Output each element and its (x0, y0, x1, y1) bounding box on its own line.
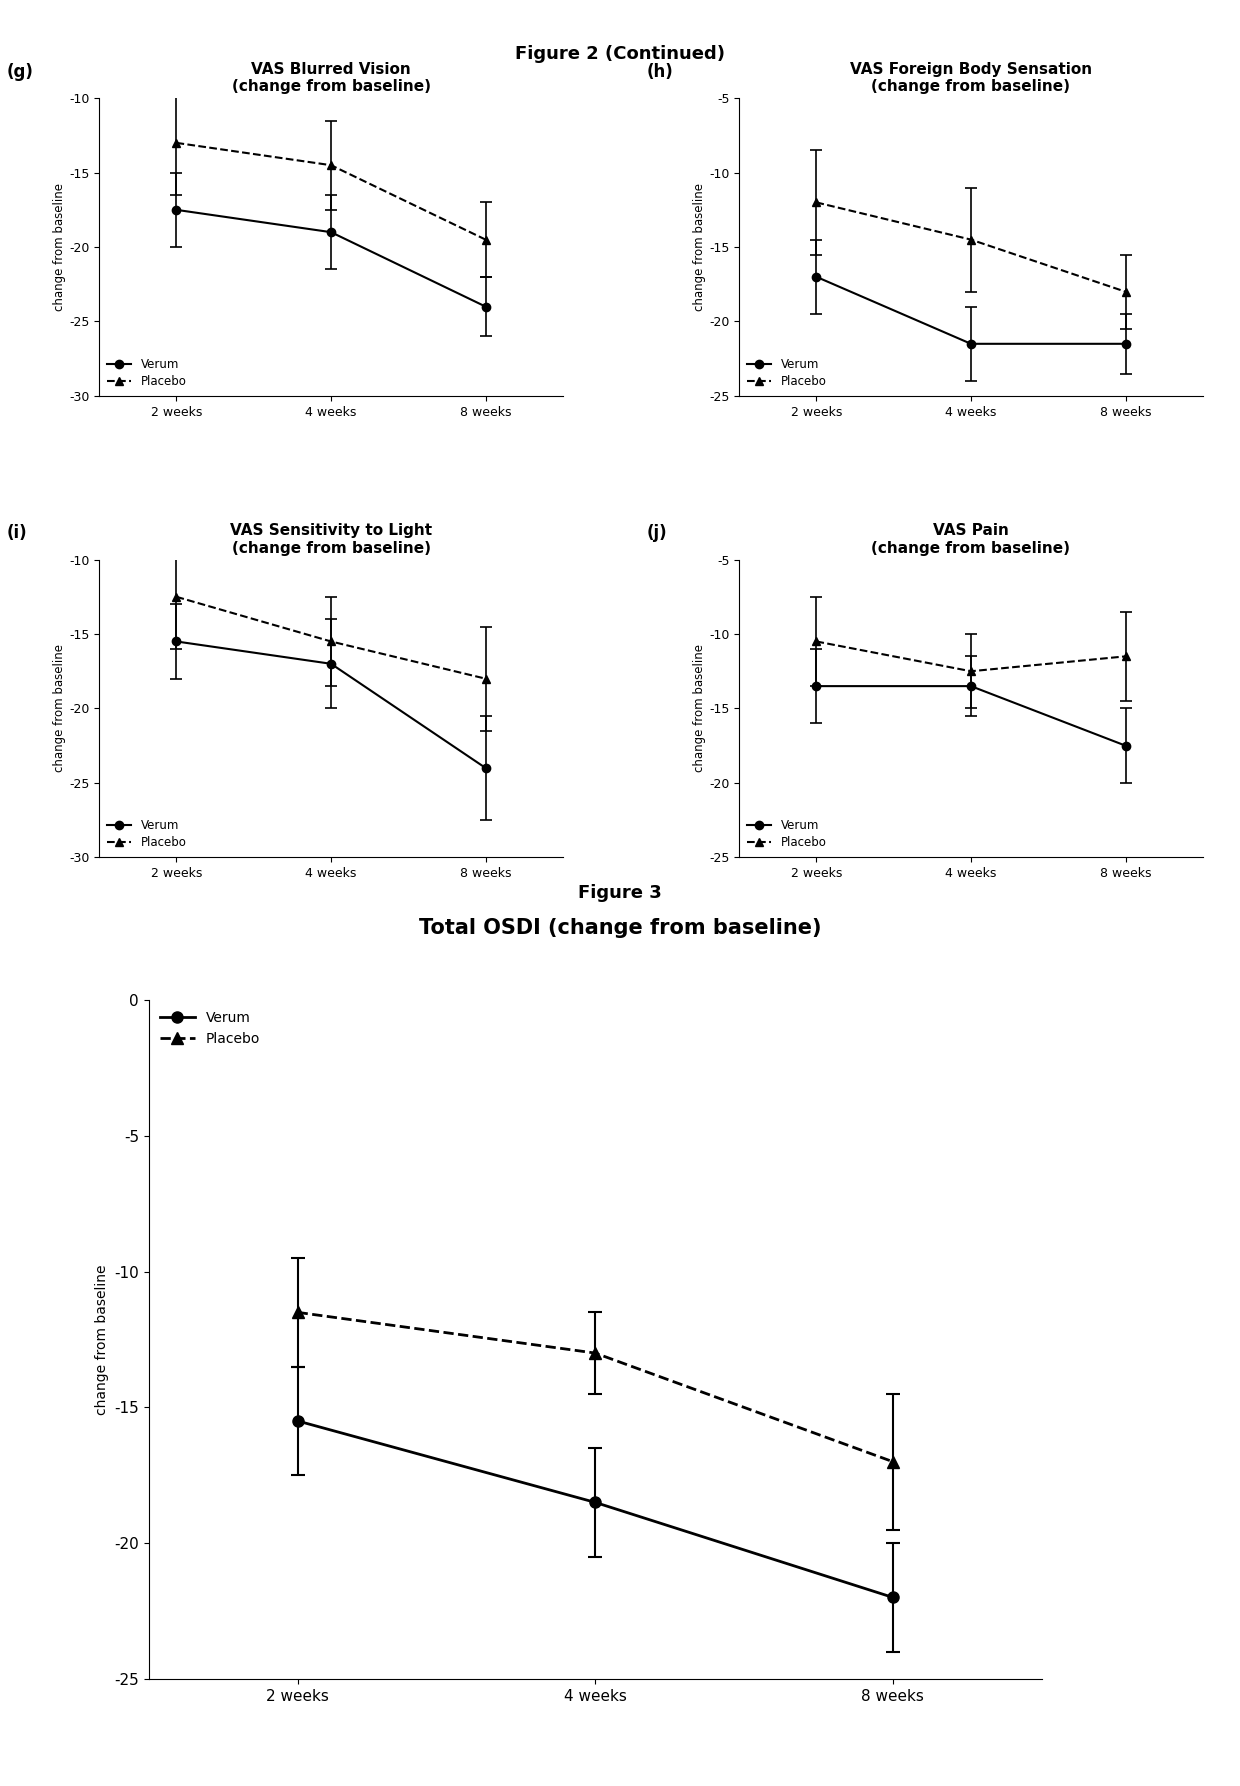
Text: (g): (g) (6, 63, 33, 80)
Y-axis label: change from baseline: change from baseline (693, 182, 707, 311)
Title: VAS Blurred Vision
(change from baseline): VAS Blurred Vision (change from baseline… (232, 63, 430, 95)
Title: VAS Pain
(change from baseline): VAS Pain (change from baseline) (872, 523, 1070, 555)
Legend: Verum, Placebo: Verum, Placebo (105, 818, 188, 852)
Legend: Verum, Placebo: Verum, Placebo (745, 818, 828, 852)
Y-axis label: change from baseline: change from baseline (94, 1264, 109, 1415)
Title: VAS Foreign Body Sensation
(change from baseline): VAS Foreign Body Sensation (change from … (849, 63, 1092, 95)
Y-axis label: change from baseline: change from baseline (53, 182, 66, 311)
Title: VAS Sensitivity to Light
(change from baseline): VAS Sensitivity to Light (change from ba… (229, 523, 432, 555)
Text: (h): (h) (646, 63, 673, 80)
Legend: Verum, Placebo: Verum, Placebo (156, 1007, 264, 1050)
Legend: Verum, Placebo: Verum, Placebo (105, 355, 188, 389)
Text: (j): (j) (646, 523, 667, 541)
Text: Total OSDI (change from baseline): Total OSDI (change from baseline) (419, 918, 821, 938)
Text: Figure 3: Figure 3 (578, 884, 662, 902)
Text: (i): (i) (6, 523, 27, 541)
Y-axis label: change from baseline: change from baseline (53, 645, 66, 773)
Y-axis label: change from baseline: change from baseline (693, 645, 707, 773)
Legend: Verum, Placebo: Verum, Placebo (745, 355, 828, 389)
Text: Figure 2 (Continued): Figure 2 (Continued) (515, 45, 725, 63)
